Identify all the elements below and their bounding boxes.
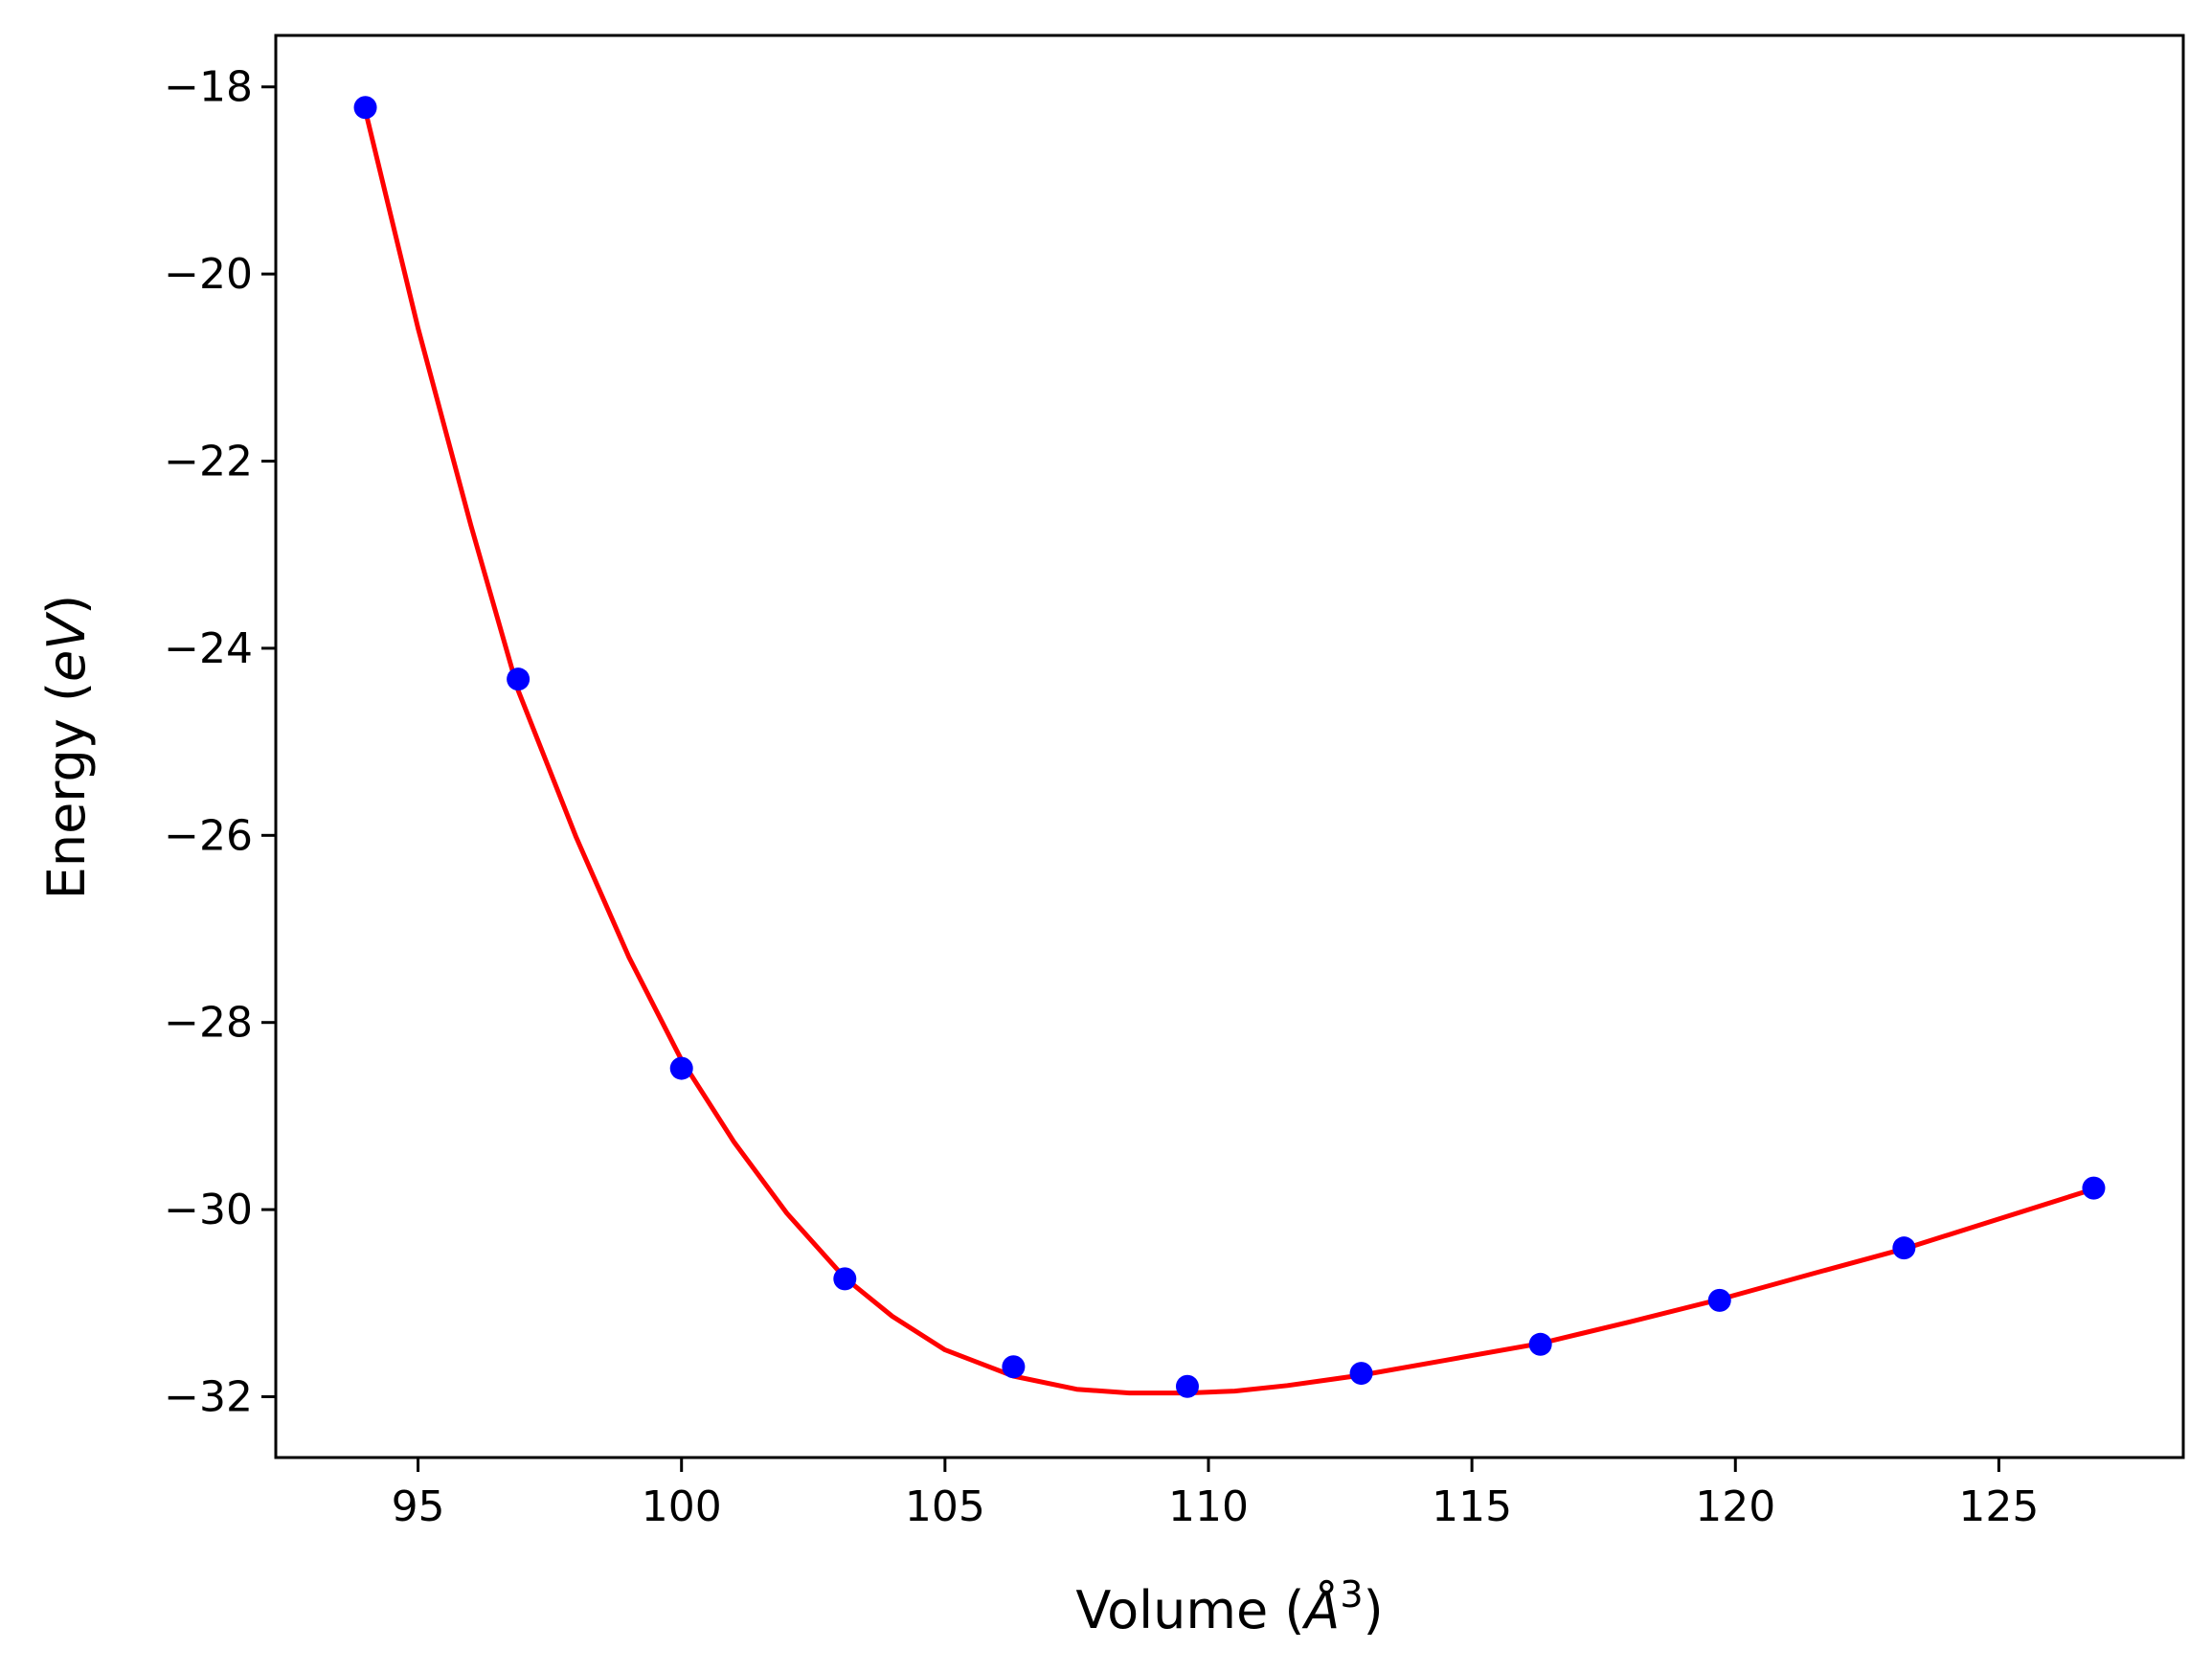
y-tick-label: −20	[164, 250, 253, 299]
x-axis-label: Volume (Å3)	[1075, 1573, 1383, 1640]
x-tick-label: 105	[905, 1482, 985, 1531]
y-tick-label: −22	[164, 438, 253, 486]
data-point	[669, 1056, 693, 1080]
data-point	[507, 667, 530, 691]
y-axis-label: Energy (eV)	[36, 595, 97, 900]
x-tick-label: 110	[1168, 1482, 1249, 1531]
y-tick-label: −24	[164, 624, 253, 673]
y-tick-label: −26	[164, 811, 253, 860]
x-tick-label: 120	[1695, 1482, 1775, 1531]
data-point	[1528, 1332, 1552, 1356]
x-tick-label: 115	[1432, 1482, 1512, 1531]
y-tick-label: −32	[164, 1372, 253, 1421]
plot-area	[353, 96, 2106, 1398]
x-tick-label: 125	[1958, 1482, 2039, 1531]
x-tick-label: 95	[392, 1482, 445, 1531]
y-tick-label: −28	[164, 999, 253, 1048]
plot-frame	[274, 34, 2185, 1459]
data-point	[353, 96, 377, 120]
data-point	[2082, 1176, 2106, 1200]
y-tick-label: −18	[164, 63, 253, 112]
fit-curve	[363, 109, 2095, 1396]
data-point	[1892, 1236, 1916, 1260]
data-point	[1349, 1362, 1373, 1386]
axis-ticks: 95 100 105 110 115 120 125 −18 −20 −22 −24 −26 −28 −3…	[164, 63, 2039, 1531]
data-point	[833, 1267, 857, 1291]
x-tick-label: 100	[642, 1482, 722, 1531]
data-point	[1175, 1374, 1199, 1398]
y-tick-label: −30	[164, 1186, 253, 1234]
data-point	[1002, 1355, 1026, 1379]
data-point	[1707, 1288, 1731, 1312]
